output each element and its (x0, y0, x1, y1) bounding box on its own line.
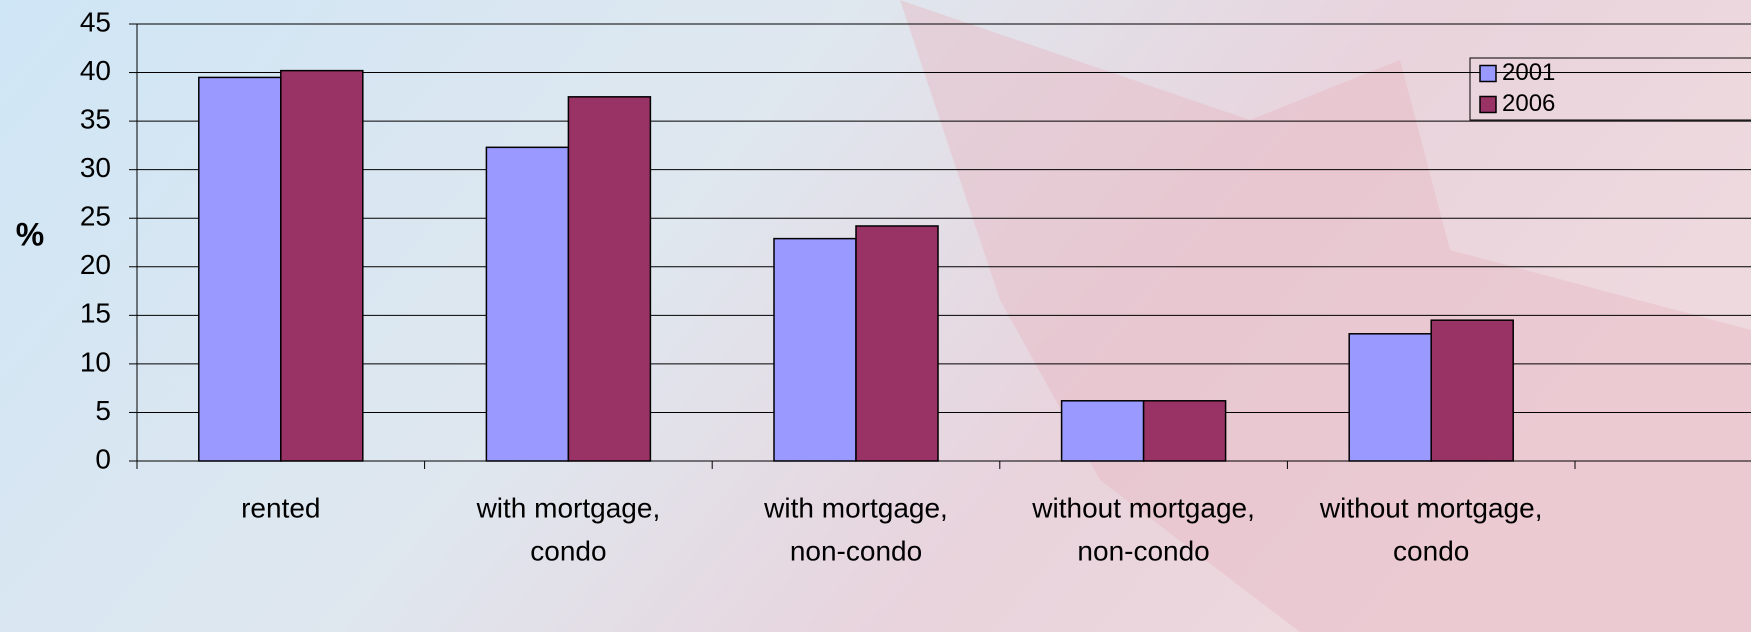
y-tick-label: 20 (80, 249, 111, 280)
x-tick-label: non-condo (1077, 535, 1209, 566)
y-tick-label: 10 (80, 346, 111, 377)
y-tick-label: 30 (80, 152, 111, 183)
bar (1349, 334, 1431, 461)
chart: % 0 5 10 15 20 25 30 35 40 45 rented with mortgage,… (0, 0, 1751, 632)
y-tick-label: 40 (80, 55, 111, 86)
bar (281, 71, 363, 461)
x-tick-label: with mortgage, (476, 492, 661, 523)
x-tick-label: with mortgage, (763, 492, 948, 523)
legend-label: 2006 (1502, 90, 1555, 117)
bar (1062, 401, 1144, 461)
x-tick-label: without mortgage, (1031, 492, 1255, 523)
legend-swatch (1480, 66, 1496, 82)
x-tick-label: condo (1393, 535, 1469, 566)
x-tick-label: non-condo (790, 535, 922, 566)
bar (199, 77, 281, 461)
x-tick-label: rented (241, 492, 320, 523)
bar (1431, 320, 1513, 461)
y-tick-label: 35 (80, 104, 111, 135)
legend-label: 2001 (1502, 59, 1555, 86)
y-tick-label: 5 (95, 395, 111, 426)
bar (774, 239, 856, 461)
bar (1144, 401, 1226, 461)
y-axis-label: % (16, 216, 44, 252)
bar (856, 226, 938, 461)
x-tick-label: without mortgage, (1319, 492, 1543, 523)
bar (486, 147, 568, 461)
legend-swatch (1480, 97, 1496, 113)
y-tick-label: 15 (80, 298, 111, 329)
bar (568, 97, 650, 461)
y-tick-label: 25 (80, 201, 111, 232)
y-tick-label: 0 (95, 443, 111, 474)
x-tick-label: condo (530, 535, 606, 566)
y-tick-label: 45 (80, 6, 111, 37)
